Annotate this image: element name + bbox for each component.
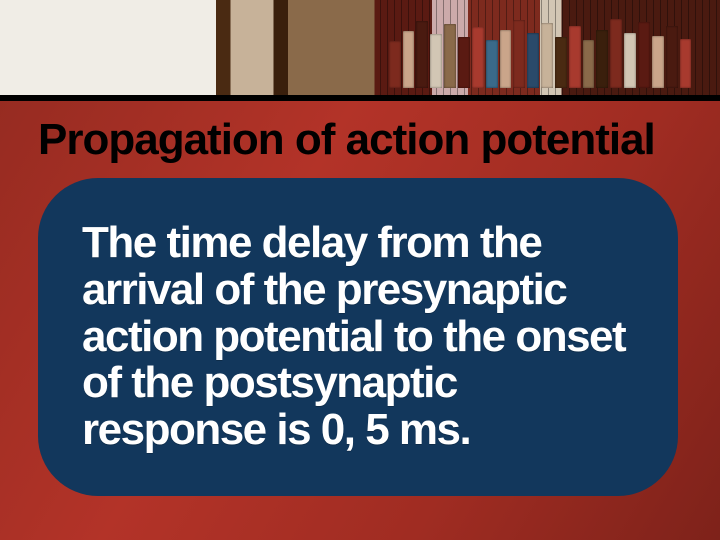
book-spine [569,26,581,88]
book-spine [596,30,608,89]
book-spine [652,36,664,88]
slide-title: Propagation of action potential [38,118,655,162]
book-spine [680,39,692,88]
book-spine [389,41,401,88]
book-spine [638,22,650,88]
book-spine [555,37,567,88]
book-spine [430,34,442,88]
book-spine [513,20,525,88]
book-spine [458,37,470,88]
book-spine [583,40,595,88]
bookshelf-books [389,10,691,88]
book-spine [624,33,636,88]
book-spine [486,40,498,88]
book-spine [472,27,484,88]
book-spine [500,30,512,88]
book-spine [666,26,678,88]
callout-text: The time delay from the arrival of the p… [82,220,634,453]
book-spine [541,23,553,88]
book-spine [403,31,415,88]
book-spine [416,21,428,88]
slide-root: Propagation of action potential The time… [0,0,720,540]
callout-box: The time delay from the arrival of the p… [38,178,678,496]
header-divider [0,95,720,101]
book-spine [444,24,456,88]
book-spine [610,19,622,88]
book-spine [527,33,539,88]
